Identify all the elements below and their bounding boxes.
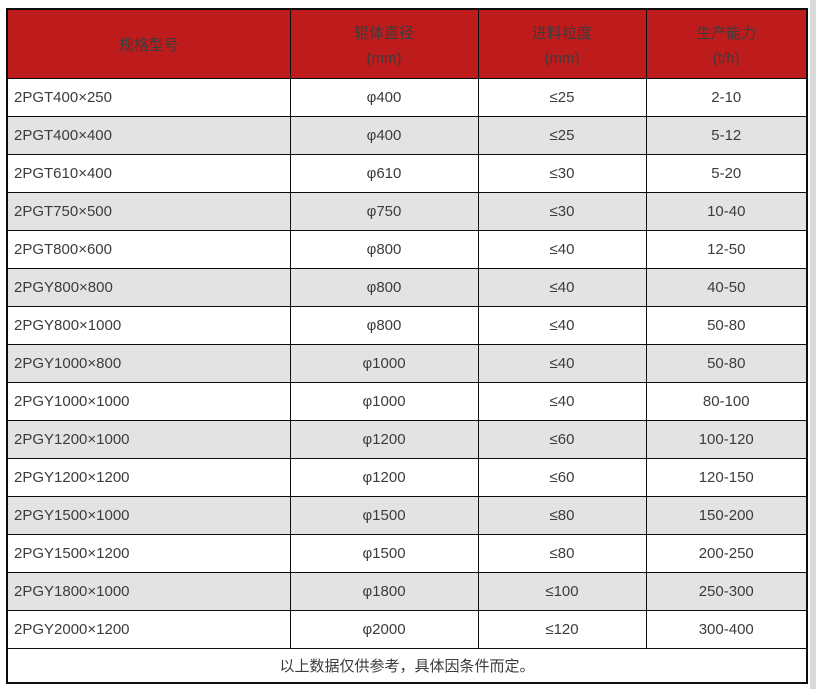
cell-capacity: 120-150 [645,458,808,497]
cell-feed-size: ≤80 [477,496,647,535]
cell-feed-size: ≤30 [477,154,647,193]
column-unit: (t/h) [712,49,740,67]
cell-capacity: 150-200 [645,496,808,535]
cell-roller-diameter: φ1200 [289,458,479,497]
cell-feed-size: ≤30 [477,192,647,231]
cell-spec-model: 2PGY1800×1000 [6,572,291,611]
column-title: 辊体直径 [353,24,414,42]
column-header-capacity: 生产能力 (t/h) [645,8,808,79]
column-header-feed-size: 进料粒度 (mm) [477,8,647,79]
spec-table: 规格型号 辊体直径 (mm) 进料粒度 (mm) 生产能力 (t/h) 2PGT… [6,8,808,684]
cell-feed-size: ≤40 [477,306,647,345]
cell-capacity: 12-50 [645,230,808,269]
cell-roller-diameter: φ800 [289,306,479,345]
cell-roller-diameter: φ750 [289,192,479,231]
cell-feed-size: ≤60 [477,458,647,497]
table-row: 2PGY1000×800 φ1000 ≤40 50-80 [6,344,808,383]
cell-feed-size: ≤120 [477,610,647,649]
cell-spec-model: 2PGY2000×1200 [6,610,291,649]
table-row: 2PGT800×600 φ800 ≤40 12-50 [6,230,808,269]
column-header-roller-diameter: 辊体直径 (mm) [289,8,479,79]
cell-spec-model: 2PGY1500×1200 [6,534,291,573]
cell-feed-size: ≤60 [477,420,647,459]
table-body: 2PGT400×250 φ400 ≤25 2-10 2PGT400×400 φ4… [6,78,808,649]
cell-feed-size: ≤80 [477,534,647,573]
table-row: 2PGT400×250 φ400 ≤25 2-10 [6,78,808,117]
table-row: 2PGT610×400 φ610 ≤30 5-20 [6,154,808,193]
table-row: 2PGY1500×1000 φ1500 ≤80 150-200 [6,496,808,535]
cell-roller-diameter: φ400 [289,78,479,117]
cell-capacity: 250-300 [645,572,808,611]
table-footnote: 以上数据仅供参考，具体因条件而定。 [6,648,808,684]
cell-roller-diameter: φ800 [289,230,479,269]
cell-roller-diameter: φ2000 [289,610,479,649]
cell-roller-diameter: φ800 [289,268,479,307]
table-row: 2PGY800×1000 φ800 ≤40 50-80 [6,306,808,345]
cell-roller-diameter: φ1200 [289,420,479,459]
cell-spec-model: 2PGT400×250 [6,78,291,117]
cell-roller-diameter: φ610 [289,154,479,193]
cell-roller-diameter: φ1500 [289,534,479,573]
cell-capacity: 200-250 [645,534,808,573]
table-row: 2PGY2000×1200 φ2000 ≤120 300-400 [6,610,808,649]
cell-spec-model: 2PGT750×500 [6,192,291,231]
cell-spec-model: 2PGT610×400 [6,154,291,193]
cell-capacity: 40-50 [645,268,808,307]
footnote-row: 以上数据仅供参考，具体因条件而定。 [6,648,808,684]
cell-roller-diameter: φ1800 [289,572,479,611]
cell-roller-diameter: φ1500 [289,496,479,535]
column-unit: (mm) [544,49,580,67]
cell-feed-size: ≤40 [477,268,647,307]
cell-spec-model: 2PGY1500×1000 [6,496,291,535]
column-title: 生产能力 [696,24,757,42]
table-row: 2PGY1800×1000 φ1800 ≤100 250-300 [6,572,808,611]
cell-capacity: 5-20 [645,154,808,193]
table-row: 2PGY1200×1000 φ1200 ≤60 100-120 [6,420,808,459]
table-row: 2PGY1000×1000 φ1000 ≤40 80-100 [6,382,808,421]
cell-spec-model: 2PGT800×600 [6,230,291,269]
cell-capacity: 50-80 [645,344,808,383]
column-unit: (mm) [366,49,402,67]
cell-spec-model: 2PGY800×800 [6,268,291,307]
cell-feed-size: ≤40 [477,344,647,383]
table-header: 规格型号 辊体直径 (mm) 进料粒度 (mm) 生产能力 (t/h) [6,8,808,79]
cell-capacity: 300-400 [645,610,808,649]
cell-capacity: 10-40 [645,192,808,231]
cell-capacity: 50-80 [645,306,808,345]
cell-capacity: 2-10 [645,78,808,117]
cell-roller-diameter: φ1000 [289,344,479,383]
table-row: 2PGT400×400 φ400 ≤25 5-12 [6,116,808,155]
table-row: 2PGY1200×1200 φ1200 ≤60 120-150 [6,458,808,497]
cell-feed-size: ≤25 [477,78,647,117]
cell-spec-model: 2PGY1200×1000 [6,420,291,459]
table-row: 2PGY800×800 φ800 ≤40 40-50 [6,268,808,307]
cell-capacity: 100-120 [645,420,808,459]
table-row: 2PGT750×500 φ750 ≤30 10-40 [6,192,808,231]
cell-roller-diameter: φ400 [289,116,479,155]
cell-feed-size: ≤40 [477,230,647,269]
cell-spec-model: 2PGY1000×800 [6,344,291,383]
column-title: 规格型号 [118,36,179,54]
cell-spec-model: 2PGY1200×1200 [6,458,291,497]
cell-capacity: 80-100 [645,382,808,421]
header-row: 规格型号 辊体直径 (mm) 进料粒度 (mm) 生产能力 (t/h) [6,8,808,79]
column-header-spec-model: 规格型号 [6,8,291,79]
scrollbar-track[interactable] [810,0,816,689]
column-title: 进料粒度 [531,24,592,42]
cell-feed-size: ≤100 [477,572,647,611]
cell-feed-size: ≤25 [477,116,647,155]
cell-spec-model: 2PGY800×1000 [6,306,291,345]
cell-feed-size: ≤40 [477,382,647,421]
cell-spec-model: 2PGT400×400 [6,116,291,155]
cell-spec-model: 2PGY1000×1000 [6,382,291,421]
cell-capacity: 5-12 [645,116,808,155]
table-row: 2PGY1500×1200 φ1500 ≤80 200-250 [6,534,808,573]
table-footer: 以上数据仅供参考，具体因条件而定。 [6,648,808,684]
cell-roller-diameter: φ1000 [289,382,479,421]
